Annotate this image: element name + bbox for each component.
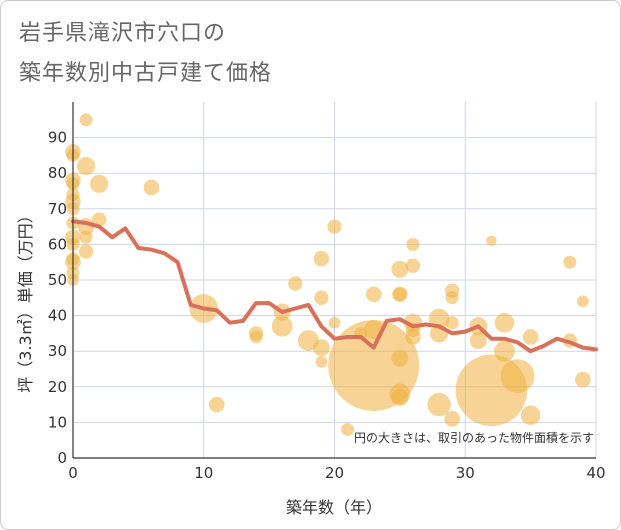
- y-axis-label: 坪（3.3㎡）単価（万円）: [16, 207, 35, 392]
- bubble-point: [520, 405, 541, 426]
- y-tick-label: 30: [48, 342, 67, 360]
- bubble-point: [427, 392, 451, 417]
- bubble-point: [79, 113, 93, 127]
- bubble-point: [76, 156, 96, 176]
- bubble-point: [313, 250, 330, 267]
- bubble-point: [445, 291, 459, 305]
- size-note: 円の大きさは、取引のあった物件面積を示す: [354, 430, 594, 445]
- chart-title-line1: 岩手県滝沢市穴口の: [19, 21, 227, 46]
- y-tick-label: 40: [48, 307, 67, 325]
- chart-title-line2: 築年数別中古戸建て価格: [19, 61, 273, 86]
- bubble-point: [365, 286, 382, 303]
- y-tick-label: 20: [48, 378, 67, 396]
- y-tick-label: 60: [48, 235, 67, 253]
- y-tick-label: 70: [48, 200, 67, 218]
- bubble-point: [249, 330, 263, 344]
- y-tick-label: 10: [48, 413, 67, 431]
- bubble-point: [312, 339, 330, 357]
- x-tick-label: 40: [586, 464, 605, 482]
- bubble-point: [494, 312, 515, 333]
- bubble-point: [92, 212, 107, 227]
- bubble-point: [406, 237, 420, 251]
- bubble-point: [209, 396, 225, 413]
- y-tick-labels: 0 10 20 30 40 50 60 70 80 90: [48, 129, 67, 467]
- bubble-point: [90, 174, 109, 193]
- bubble-point: [494, 340, 515, 362]
- bubble-point: [79, 230, 93, 244]
- y-tick-label: 90: [48, 129, 67, 147]
- bubble-point: [328, 316, 341, 329]
- bubble-point: [315, 356, 328, 368]
- bubble-layer: [65, 113, 591, 437]
- y-tick-label: 50: [48, 271, 67, 289]
- bubble-point: [500, 359, 535, 394]
- bubble-point: [405, 329, 421, 345]
- bubble-point: [486, 235, 497, 247]
- y-tick-label: 80: [48, 164, 67, 182]
- bubble-point: [391, 260, 409, 278]
- bubble-point: [577, 295, 589, 308]
- x-tick-label: 10: [194, 464, 213, 482]
- x-tick-labels: 0 10 20 30 40: [68, 464, 605, 482]
- bubble-point: [575, 371, 591, 388]
- bubble-point: [271, 315, 293, 337]
- x-tick-label: 20: [325, 464, 344, 482]
- x-axis-label: 築年数（年）: [286, 498, 382, 517]
- x-tick-label: 0: [68, 464, 78, 482]
- bubble-point: [522, 329, 539, 345]
- y-tick-label: 0: [57, 449, 67, 467]
- bubble-point: [327, 219, 342, 234]
- bubble-point: [405, 258, 421, 273]
- bubble-point: [78, 244, 94, 259]
- bubble-point: [391, 349, 409, 367]
- bubble-point: [288, 276, 303, 291]
- x-tick-label: 30: [456, 464, 475, 482]
- bubble-point: [469, 332, 487, 349]
- bubble-point: [445, 316, 459, 330]
- bubble-point: [341, 423, 355, 437]
- bubble-point: [391, 389, 409, 406]
- bubble-point: [314, 290, 329, 305]
- trend-line: [71, 219, 598, 354]
- bubble-point: [392, 286, 408, 303]
- bubble-point: [444, 411, 460, 427]
- bubble-point: [563, 255, 577, 269]
- bubble-point: [143, 179, 160, 196]
- grid-lines: [73, 102, 597, 458]
